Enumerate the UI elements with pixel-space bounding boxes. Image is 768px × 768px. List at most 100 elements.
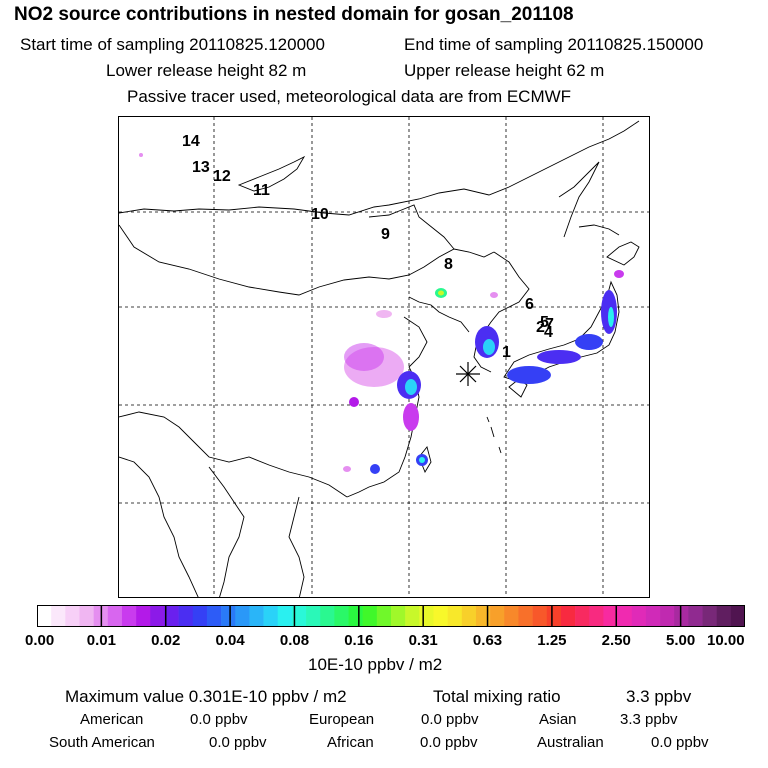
plume-honshu-east-core [608,307,614,327]
tracer-label: Passive tracer used, meteorological data… [127,87,572,106]
plume-honshu-west [537,350,581,364]
upper-height-label: Upper release height 62 m [404,61,605,80]
region-african-name: African [327,734,374,751]
colorbar-ticks [100,605,682,627]
plume-korea-core [483,339,495,355]
max-value-label: Maximum value 0.301E-10 ppbv / m2 [65,687,347,706]
colorbar-cell [348,605,363,627]
border-north [368,204,455,250]
region-african-value: 0.0 ppbv [420,734,478,751]
region-south-american-name: South American [49,734,155,751]
coast-vietnam [288,496,305,597]
map-grid [119,117,649,597]
colorbar-cell [291,605,307,627]
colorbar-cell [192,605,208,627]
chart-title: NO2 source contributions in nested domai… [14,4,574,25]
colorbar-cell [532,605,548,627]
colorbar-tick-label: 0.63 [472,632,503,649]
colorbar-cell [447,605,463,627]
colorbar-cell [504,605,519,627]
colorbar-cell [674,605,689,627]
colorbar-cell [362,605,378,627]
plume-taiwan-core [419,457,425,463]
plume-china-inner [344,343,384,371]
plume-hokkaido [614,270,624,278]
colorbar-cell [702,605,717,627]
region-european-name: European [309,711,375,728]
colorbar-tick-label: 0.08 [279,632,310,649]
total-mixing-value: 3.3 ppbv [626,687,692,706]
colorbar [37,605,745,627]
plume-beijing [376,310,392,318]
traj-label-11: 11 [253,182,270,199]
colorbar-cell [660,605,675,627]
colorbar-cell [376,605,392,627]
colorbar-tick-label: 0.16 [344,632,374,649]
colorbar-cell [107,605,123,627]
colorbar-cell [320,605,335,627]
start-time-label: Start time of sampling 20110825.120000 [20,35,325,54]
colorbar-cell [391,605,406,627]
plume-northeast-core [438,290,444,296]
colorbar-cell [730,605,745,627]
colorbar-cell [249,605,264,627]
colorbar-cell [617,605,633,627]
colorbar-cell [603,605,618,627]
region-australian-value: 0.0 ppbv [651,734,709,751]
colorbar-cell [433,605,448,627]
receptor-d2 [459,365,477,383]
traj-label-10: 10 [311,206,329,223]
plume-blobs [139,153,624,474]
colorbar-cell [277,605,293,627]
colorbar-cell [221,605,236,627]
region-asian-value: 3.3 ppbv [620,711,678,728]
colorbar-tick-label: 5.00 [666,632,696,649]
traj-label-12: 12 [213,168,231,185]
colorbar-cell [37,605,52,627]
plume-inland [349,397,359,407]
end-time-label: End time of sampling 20110825.150000 [404,35,704,54]
plume-guangdong [343,466,351,472]
colorbar-cell [645,605,661,627]
colorbar-cell [306,605,321,627]
traj-label-4: 4 [544,324,553,341]
coast-ryukyu [486,416,502,454]
colorbar-frame [37,605,745,627]
coast-taiwan [418,446,432,474]
plume-kyushu [507,366,551,384]
region-american-name: American [80,711,144,728]
plume-far-west [139,153,143,157]
traj-label-7: 7 [545,316,554,333]
receptor-star [456,362,480,386]
plume-shanghai [403,403,419,431]
colorbar-cell [405,605,420,627]
colorbar-cell [150,605,165,627]
colorbar-cell [560,605,576,627]
colorbar-cell [575,605,590,627]
plume-shandong-core [405,379,417,395]
colorbar-tick-label: 0.31 [408,632,438,649]
colorbar-tick-label: 0.02 [151,632,181,649]
traj-label-13: 13 [192,159,210,176]
border-indochina [208,466,245,597]
lower-height-label: Lower release height 82 m [106,61,307,80]
colorbar-tick-label: 1.25 [537,632,567,649]
colorbar-tick-label: 0.04 [215,632,245,649]
colorbar-cell [178,605,194,627]
colorbar-cell [235,605,250,627]
region-australian-name: Australian [537,734,604,751]
traj-label-8: 8 [444,256,453,273]
colorbar-tick-label: 0.01 [86,632,116,649]
coast-arctic [119,120,640,216]
traj-label-2: 2 [536,319,545,336]
colorbar-cell [263,605,279,627]
colorbar-cell [206,605,222,627]
traj-label-5: 5 [540,314,549,331]
coast-sakhalin [558,161,600,238]
coast-hokkaido [606,241,640,266]
traj-label-14: 14 [182,133,200,150]
coast-indochina [119,456,199,597]
colorbar-tick-label: 10.00 [707,632,745,649]
coast-korea [473,251,530,373]
colorbar-cell [716,605,732,627]
